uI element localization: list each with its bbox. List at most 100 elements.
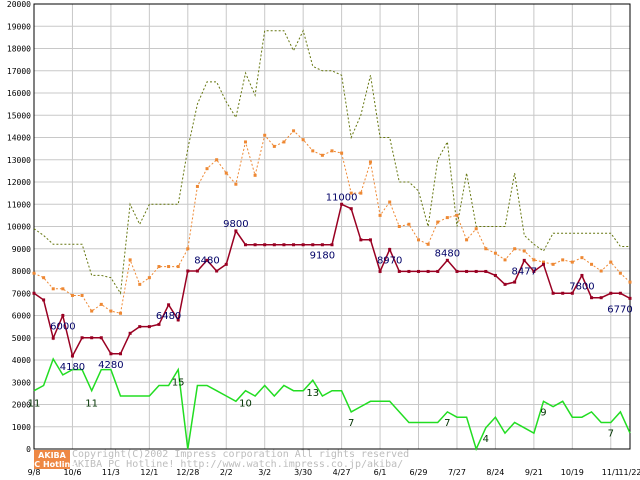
data-point-low	[618, 291, 622, 295]
data-point-average	[445, 216, 449, 220]
data-label: 7	[444, 418, 450, 429]
x-tick-label: 3/2	[258, 468, 271, 477]
y-tick-label: 11000	[7, 200, 31, 209]
data-point-low	[359, 238, 363, 242]
y-tick-label: 12000	[7, 178, 31, 187]
data-label: 8477	[512, 266, 537, 277]
data-point-average	[234, 182, 238, 186]
x-tick-label: 7/27	[448, 468, 466, 477]
data-point-average	[138, 282, 142, 286]
data-label: 15	[172, 378, 185, 389]
axes	[33, 3, 631, 450]
data-point-average	[580, 256, 584, 260]
y-tick-label: 20000	[7, 0, 31, 9]
data-label: 4	[483, 434, 489, 445]
data-point-average	[51, 287, 55, 291]
data-label: 10	[239, 399, 252, 410]
data-point-average	[513, 247, 517, 251]
data-label: 9800	[223, 219, 248, 230]
data-point-low	[580, 273, 584, 277]
data-point-average	[532, 258, 536, 262]
data-point-low	[599, 296, 603, 300]
data-point-average	[407, 222, 411, 226]
data-point-low	[292, 243, 296, 247]
data-point-low	[436, 269, 440, 273]
data-point-average	[465, 238, 469, 242]
data-point-low	[282, 243, 286, 247]
data-point-average	[340, 151, 344, 155]
data-label: 7	[348, 418, 354, 429]
logo-badge	[34, 450, 70, 460]
x-tick-label: 9/8	[28, 468, 41, 477]
data-point-low	[541, 262, 545, 266]
data-point-average	[599, 269, 603, 273]
data-label: 4180	[60, 362, 85, 373]
data-point-average	[561, 258, 565, 262]
data-point-low	[426, 269, 430, 273]
data-point-average	[541, 260, 545, 264]
y-tick-label: 3000	[12, 378, 31, 387]
data-point-average	[570, 260, 574, 264]
data-point-average	[282, 140, 286, 144]
data-label: 13	[306, 388, 319, 399]
data-point-average	[590, 262, 594, 266]
y-tick-label: 19000	[7, 22, 31, 31]
data-label: 6770	[607, 304, 632, 315]
data-point-average	[42, 276, 46, 280]
data-point-average	[311, 149, 315, 153]
data-point-average	[167, 265, 171, 269]
data-label: 7	[608, 429, 614, 440]
x-tick-label: 6/1	[374, 468, 387, 477]
data-point-average	[522, 249, 526, 253]
data-point-low	[465, 269, 469, 273]
data-point-low	[138, 325, 142, 329]
data-label: 6000	[50, 322, 75, 333]
data-point-low	[167, 303, 171, 307]
data-point-low	[417, 269, 421, 273]
data-point-average	[551, 262, 555, 266]
data-point-low	[263, 243, 267, 247]
data-point-average	[436, 220, 440, 224]
data-point-average	[253, 173, 257, 177]
data-point-average	[99, 302, 103, 306]
data-point-average	[263, 133, 267, 137]
data-point-average	[493, 251, 497, 255]
data-label: 9	[540, 407, 546, 418]
data-point-average	[628, 280, 632, 284]
data-point-average	[272, 144, 276, 148]
data-point-low	[195, 269, 199, 273]
data-point-average	[32, 271, 36, 275]
data-labels: 6000 4180 4280 6480 8480 9800 9180 11000 8970 848…	[28, 192, 633, 445]
data-point-average	[474, 227, 478, 231]
data-label: 8480	[194, 255, 219, 266]
data-point-average	[128, 258, 132, 262]
data-point-low	[349, 207, 353, 211]
data-point-low	[90, 336, 94, 340]
data-point-low	[157, 322, 161, 326]
data-point-low	[186, 269, 190, 273]
data-point-average	[292, 129, 296, 133]
x-tick-label: 10/6	[63, 468, 81, 477]
data-label: 7800	[569, 281, 594, 292]
data-label: 11	[85, 399, 98, 410]
data-point-low	[407, 269, 411, 273]
y-tick-label: 1000	[12, 423, 31, 432]
watermark-line: AKIBA PC Hotline! http://www.watch.impre…	[72, 459, 403, 470]
data-point-low	[253, 243, 257, 247]
data-point-average	[205, 167, 209, 171]
data-point-average	[147, 276, 151, 280]
data-point-low	[503, 282, 507, 286]
y-tick-label: 7000	[12, 289, 31, 298]
data-point-low	[215, 269, 219, 273]
data-point-average	[397, 225, 401, 228]
data-point-average	[417, 238, 421, 242]
data-point-average	[330, 149, 334, 153]
x-tick-label: 12/1	[140, 468, 158, 477]
data-point-low	[61, 314, 65, 317]
x-tick-label: 11/22	[618, 468, 640, 477]
data-point-low	[80, 336, 84, 340]
series-lines	[32, 29, 632, 452]
y-axis-tick-labels: 0 1000 2000 3000 4000 5000 6000 7000 8000 9000 100…	[7, 0, 31, 454]
data-label: 6480	[156, 311, 181, 322]
